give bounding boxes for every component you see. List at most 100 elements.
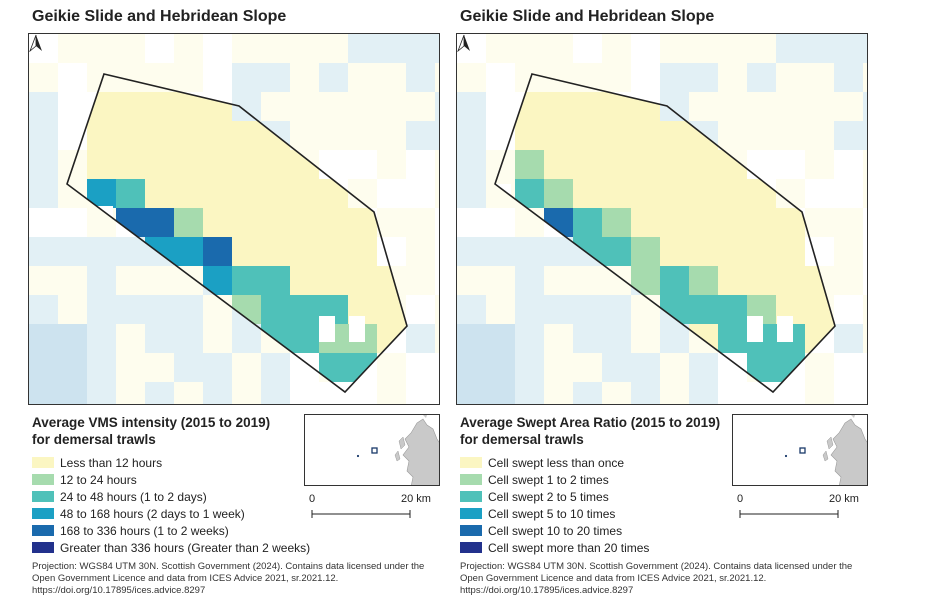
legend-swatch [460, 457, 482, 468]
legend-item: Cell swept 10 to 20 times [460, 522, 649, 539]
grid-cell [145, 92, 174, 121]
context-grid-cell [457, 237, 486, 266]
context-grid-cell [660, 382, 689, 404]
grid-cell [290, 237, 319, 266]
context-grid-cell [718, 34, 747, 63]
context-grid-cell [377, 34, 406, 63]
grid-cell [261, 150, 290, 179]
grid-cell [261, 295, 290, 324]
context-grid-cell [435, 324, 439, 353]
grid-cell [348, 266, 377, 295]
grid-cell [631, 121, 660, 150]
grid-cell [747, 237, 776, 266]
context-grid-cell [602, 63, 631, 92]
context-grid-cell [660, 324, 689, 353]
context-grid-cell [457, 92, 486, 121]
context-grid-cell [602, 34, 631, 63]
context-grid-cell [457, 266, 486, 295]
legend-label: Less than 12 hours [60, 455, 163, 470]
credit-link[interactable]: https://doi.org/10.17895/ices.advice.829… [32, 585, 206, 596]
grid-cell [145, 208, 174, 237]
context-grid-cell [58, 382, 87, 404]
scale-bar-line [311, 510, 411, 518]
context-grid-cell [573, 382, 602, 404]
context-grid-cell [174, 295, 203, 324]
north-arrow-icon [457, 34, 470, 52]
grid-cell [290, 295, 319, 324]
grid-cell [631, 208, 660, 237]
grid-cell [776, 353, 805, 382]
context-grid-cell [776, 34, 805, 63]
context-grid-cell [544, 266, 573, 295]
context-grid-cell [58, 295, 87, 324]
context-grid-cell [435, 121, 439, 150]
context-grid-cell [805, 92, 834, 121]
credit-line: Open Government Licence and data from IC… [460, 573, 767, 584]
legend-label: 24 to 48 hours (1 to 2 days) [60, 489, 207, 504]
context-grid-cell [486, 34, 515, 63]
context-grid-cell [87, 266, 116, 295]
grid-cell [776, 237, 805, 266]
site-locator-dot [784, 454, 788, 458]
context-grid-cell [435, 295, 439, 324]
coastline [402, 418, 439, 485]
grid-cell [319, 237, 348, 266]
context-grid-cell [58, 34, 87, 63]
context-grid-cell [834, 208, 863, 237]
context-grid-cell [805, 34, 834, 63]
context-grid-cell [718, 63, 747, 92]
grid-cell [232, 237, 261, 266]
context-grid-cell [232, 382, 261, 404]
grid-cell [515, 150, 544, 179]
credit-link[interactable]: https://doi.org/10.17895/ices.advice.829… [460, 585, 634, 596]
context-grid-cell [834, 266, 863, 295]
context-grid-cell [174, 353, 203, 382]
context-grid-cell [435, 63, 439, 92]
vms-intensity-panel: Geikie Slide and Hebridean Slope Average… [28, 0, 448, 610]
context-grid-cell [406, 208, 435, 237]
island [826, 436, 834, 450]
grid-cell [631, 92, 660, 121]
context-grid-cell [805, 353, 834, 382]
grid-cell [116, 179, 145, 208]
legend-title-line-1: Average Swept Area Ratio (2015 to 2019) [460, 415, 721, 430]
grid-cell [573, 150, 602, 179]
island [822, 450, 829, 462]
grid-cell [319, 266, 348, 295]
context-grid-cell [515, 34, 544, 63]
grid-cell [660, 150, 689, 179]
scale-label-end: 20 km [829, 493, 859, 505]
context-grid-cell [348, 92, 377, 121]
context-grid-cell [87, 237, 116, 266]
vms-intensity-map[interactable] [28, 33, 440, 405]
legend-swatch [32, 457, 54, 468]
scale-label-start: 0 [309, 493, 316, 505]
context-grid-cell [834, 63, 863, 92]
context-grid-cell [87, 353, 116, 382]
context-grid-cell [348, 63, 377, 92]
swept-area-map[interactable] [456, 33, 868, 405]
grid-cell [689, 150, 718, 179]
legend-item: Cell swept less than once [460, 454, 649, 471]
legend-swatch [32, 542, 54, 553]
context-grid-cell [232, 324, 261, 353]
context-grid-cell [87, 295, 116, 324]
grid-cell [544, 150, 573, 179]
context-grid-cell [544, 237, 573, 266]
grid-cell [290, 324, 319, 353]
context-grid-cell [377, 208, 406, 237]
legend-title-line-1: Average VMS intensity (2015 to 2019) [32, 415, 271, 430]
context-grid-cell [29, 237, 58, 266]
context-grid-cell [203, 295, 232, 324]
legend-title-line-2: for demersal trawls [460, 432, 584, 447]
context-grid-cell [29, 266, 58, 295]
context-grid-cell [290, 34, 319, 63]
context-grid-cell [116, 324, 145, 353]
context-grid-cell [116, 353, 145, 382]
credit-text: Projection: WGS84 UTM 30N. Scottish Gove… [32, 561, 452, 597]
site-locator-marker [799, 447, 806, 454]
context-grid-cell [290, 121, 319, 150]
context-grid-cell [544, 295, 573, 324]
context-grid-cell [515, 382, 544, 404]
context-grid-cell [689, 63, 718, 92]
